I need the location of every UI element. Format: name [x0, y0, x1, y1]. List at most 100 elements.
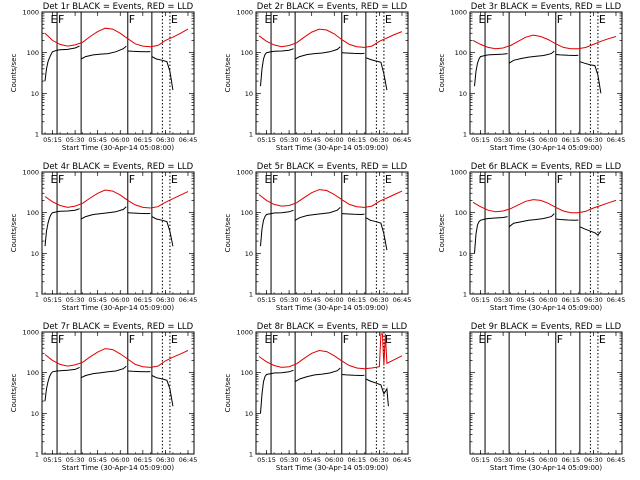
segment-marker: F — [129, 13, 135, 26]
x-tick-label: 06:15 — [133, 296, 152, 304]
events-rate-line — [365, 217, 388, 251]
y-tick-label: 100 — [27, 369, 39, 377]
events-rate-line — [508, 50, 555, 64]
x-tick-label: 05:45 — [88, 456, 107, 464]
x-tick-label: 06:00 — [111, 136, 130, 144]
x-tick-label: 06:00 — [539, 136, 558, 144]
x-axis-label: Start Time (30-Apr-14 05:09:00) — [490, 464, 602, 472]
x-tick-label: 06:30 — [584, 456, 603, 464]
x-tick-label: 06:30 — [156, 456, 175, 464]
x-tick-label: 05:15 — [257, 136, 276, 144]
segment-marker: E — [479, 13, 486, 26]
x-tick-label: 06:15 — [133, 136, 152, 144]
panel-title: Det 4r BLACK = Events, RED = LLD — [43, 162, 194, 172]
x-tick-label: 06:45 — [179, 456, 198, 464]
x-tick-label: 05:30 — [280, 456, 299, 464]
x-axis-label: Start Time (30-Apr-14 05:09:00) — [62, 464, 174, 472]
events-rate-line — [294, 367, 341, 383]
y-tick-label: 10 — [245, 410, 253, 418]
segment-marker: E — [265, 173, 272, 186]
lld-rate-line — [44, 348, 189, 368]
y-tick-label: 1 — [249, 131, 253, 139]
panel-title: Det 3r BLACK = Events, RED = LLD — [471, 2, 622, 12]
x-axis-label: Start Time (30-Apr-14 05:08:00) — [62, 144, 174, 152]
segment-marker: F — [58, 333, 64, 346]
segment-marker: E — [51, 173, 58, 186]
x-tick-label: 06:15 — [561, 456, 580, 464]
x-tick-label: 05:30 — [280, 296, 299, 304]
events-rate-line — [260, 369, 294, 414]
x-tick-label: 06:00 — [325, 456, 344, 464]
y-tick-label: 10 — [245, 90, 253, 98]
y-tick-label: 1000 — [450, 169, 467, 177]
y-tick-label: 1000 — [450, 9, 467, 17]
events-rate-line — [80, 206, 127, 220]
segment-marker: E — [265, 13, 272, 26]
detector-panel-7: Det 7r BLACK = Events, RED = LLD 1 10 100 10… — [10, 322, 197, 472]
y-tick-label: 1000 — [22, 329, 39, 337]
segment-marker: E — [385, 333, 392, 346]
y-axis-label: Counts/sec — [438, 214, 446, 253]
panel-title: Det 2r BLACK = Events, RED = LLD — [257, 2, 408, 12]
x-tick-label: 05:15 — [43, 296, 62, 304]
x-tick-label: 05:30 — [66, 136, 85, 144]
lld-rate-line — [258, 28, 403, 48]
y-tick-label: 1 — [249, 451, 253, 459]
x-tick-label: 05:30 — [280, 136, 299, 144]
x-tick-label: 06:30 — [156, 136, 175, 144]
segment-marker: F — [272, 333, 278, 346]
plot-frame — [255, 331, 409, 455]
x-tick-label: 06:45 — [393, 136, 412, 144]
events-rate-line — [44, 45, 80, 82]
x-tick-label: 06:00 — [111, 296, 130, 304]
x-tick-label: 06:00 — [325, 296, 344, 304]
events-rate-line — [127, 50, 151, 53]
x-tick-label: 05:30 — [66, 296, 85, 304]
segment-marker: F — [129, 333, 135, 346]
events-rate-line — [44, 208, 80, 247]
events-rate-line — [579, 61, 602, 94]
x-tick-label: 06:30 — [584, 136, 603, 144]
y-tick-label: 1000 — [236, 9, 253, 17]
events-rate-line — [260, 209, 294, 247]
segment-marker: F — [58, 13, 64, 26]
plot-frame — [469, 11, 623, 135]
x-tick-label: 06:45 — [179, 296, 198, 304]
y-axis-label: Counts/sec — [438, 54, 446, 93]
segment-marker: F — [272, 173, 278, 186]
x-axis-label: Start Time (30-Apr-14 05:09:00) — [276, 464, 388, 472]
y-axis-label: Counts/sec — [10, 54, 18, 93]
x-tick-label: 05:15 — [257, 296, 276, 304]
y-tick-label: 100 — [455, 49, 467, 57]
events-rate-line — [127, 370, 151, 373]
events-rate-line — [474, 53, 508, 87]
x-tick-label: 05:45 — [516, 136, 535, 144]
y-tick-label: 1000 — [22, 169, 39, 177]
y-tick-label: 100 — [241, 49, 253, 57]
x-tick-label: 05:30 — [494, 136, 513, 144]
x-tick-label: 05:45 — [88, 136, 107, 144]
x-tick-label: 06:15 — [561, 136, 580, 144]
events-rate-line — [474, 216, 508, 254]
events-rate-line — [508, 213, 555, 228]
events-rate-line — [365, 378, 389, 407]
x-tick-label: 05:45 — [516, 296, 535, 304]
detector-panel-1: Det 1r BLACK = Events, RED = LLD 1 10 100 10… — [10, 2, 197, 152]
segment-marker: E — [171, 333, 178, 346]
y-tick-label: 1 — [35, 451, 39, 459]
detector-panel-3: Det 3r BLACK = Events, RED = LLD 1 10 100 10… — [438, 2, 625, 152]
x-tick-label: 05:45 — [516, 456, 535, 464]
detector-panel-2: Det 2r BLACK = Events, RED = LLD 1 10 100 10… — [224, 2, 411, 152]
segment-marker: F — [343, 173, 349, 186]
y-tick-label: 1 — [35, 131, 39, 139]
events-rate-line — [341, 213, 365, 216]
plot-frame — [469, 331, 623, 455]
y-tick-label: 1 — [463, 131, 467, 139]
segment-marker: E — [599, 13, 606, 26]
detector-panel-9: Det 9r BLACK = Events, RED = LLD 05:15 05:… — [469, 322, 625, 472]
events-rate-line — [365, 57, 388, 91]
y-tick-label: 10 — [245, 250, 253, 258]
x-tick-label: 05:30 — [494, 296, 513, 304]
x-tick-label: 06:45 — [393, 296, 412, 304]
